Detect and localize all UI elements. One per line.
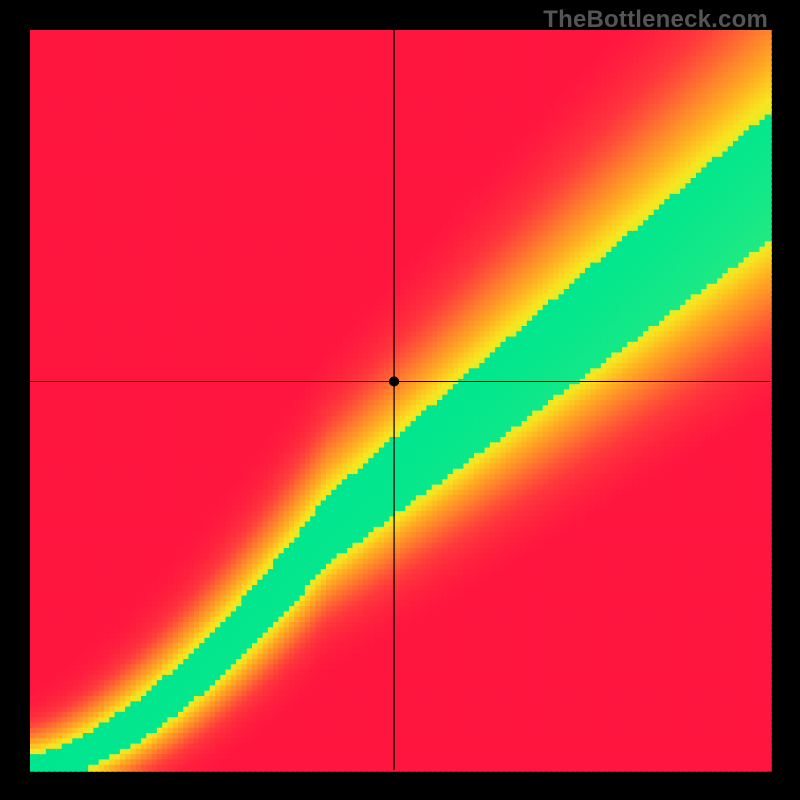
- bottleneck-heatmap: [0, 0, 800, 800]
- chart-container: TheBottleneck.com: [0, 0, 800, 800]
- watermark-text: TheBottleneck.com: [543, 6, 768, 34]
